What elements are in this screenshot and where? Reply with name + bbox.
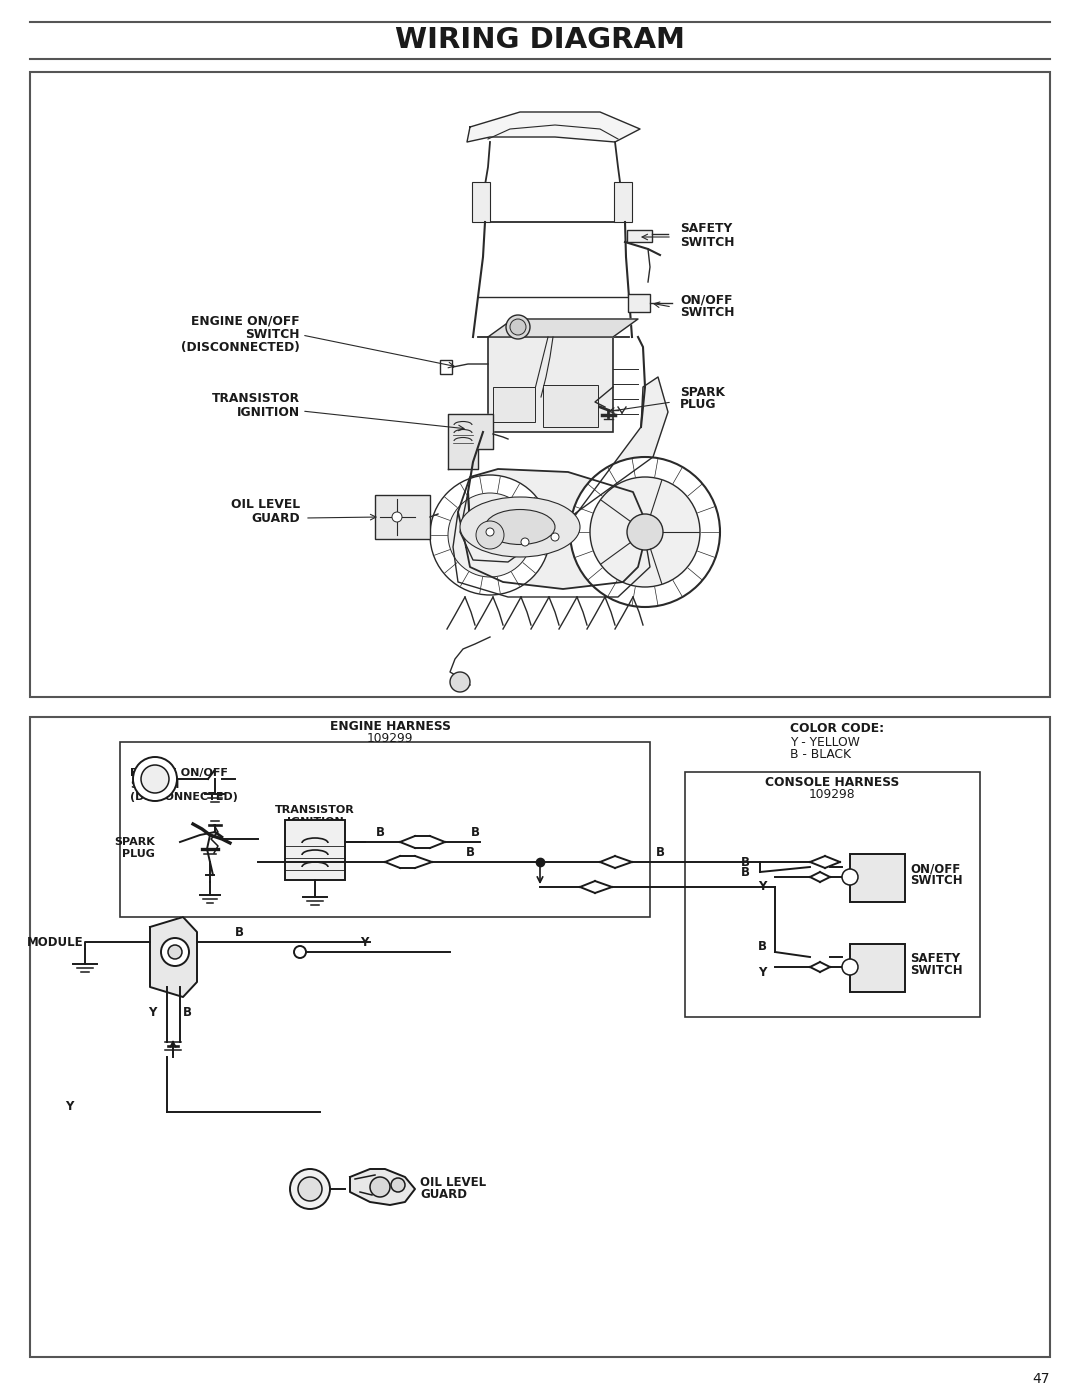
Circle shape (590, 476, 700, 587)
Text: B: B (183, 1006, 192, 1018)
Text: SWITCH: SWITCH (910, 875, 962, 887)
Text: (DISCONNECTED): (DISCONNECTED) (130, 792, 238, 802)
Text: COLOR CODE:: COLOR CODE: (789, 722, 885, 735)
Circle shape (476, 521, 504, 549)
Text: B: B (757, 940, 767, 954)
Circle shape (570, 457, 720, 608)
Circle shape (450, 672, 470, 692)
Polygon shape (350, 1169, 415, 1206)
Text: 109299: 109299 (367, 732, 414, 746)
Bar (685, 773, 980, 1017)
Circle shape (627, 514, 663, 550)
Text: ON/OFF: ON/OFF (680, 293, 732, 306)
Polygon shape (467, 112, 640, 142)
Text: B: B (471, 826, 480, 838)
Bar (285, 820, 345, 880)
Circle shape (430, 475, 550, 595)
Bar (120, 742, 650, 916)
Polygon shape (448, 414, 492, 469)
Circle shape (551, 534, 559, 541)
Circle shape (507, 314, 530, 339)
Circle shape (486, 528, 494, 536)
Text: Y: Y (360, 936, 368, 949)
Text: TRANSISTOR: TRANSISTOR (212, 393, 300, 405)
Circle shape (168, 944, 183, 958)
Bar (30, 73, 1050, 697)
Text: Y: Y (149, 1006, 157, 1018)
Text: Y: Y (65, 1101, 73, 1113)
Bar (543, 386, 598, 427)
Text: B: B (465, 845, 474, 859)
Text: 47: 47 (1032, 1372, 1050, 1386)
Circle shape (291, 1169, 330, 1208)
Circle shape (842, 869, 858, 886)
Text: TRANSISTOR: TRANSISTOR (275, 805, 355, 814)
Bar (440, 360, 453, 374)
Circle shape (370, 1178, 390, 1197)
Text: B - BLACK: B - BLACK (789, 747, 851, 760)
Text: 109298: 109298 (809, 788, 855, 802)
Circle shape (298, 1178, 322, 1201)
Circle shape (133, 757, 177, 800)
Polygon shape (460, 377, 669, 562)
Polygon shape (458, 469, 648, 590)
Text: GUARD: GUARD (252, 511, 300, 524)
Text: B: B (656, 845, 664, 859)
Text: SWITCH: SWITCH (680, 236, 734, 249)
Text: ON/OFF: ON/OFF (910, 862, 960, 876)
Text: OIL LEVEL: OIL LEVEL (231, 499, 300, 511)
Circle shape (521, 538, 529, 546)
Text: SAFETY: SAFETY (910, 953, 960, 965)
Ellipse shape (485, 510, 555, 545)
Text: ENGINE ON/OFF: ENGINE ON/OFF (130, 768, 228, 778)
Ellipse shape (460, 497, 580, 557)
Text: B: B (741, 866, 750, 879)
Text: SWITCH: SWITCH (130, 780, 179, 789)
Bar (615, 182, 632, 222)
Bar (492, 387, 535, 422)
FancyBboxPatch shape (850, 854, 905, 902)
Polygon shape (150, 916, 197, 997)
Text: B: B (235, 925, 244, 939)
Circle shape (141, 766, 168, 793)
Text: B: B (376, 826, 384, 838)
Circle shape (510, 319, 526, 335)
Polygon shape (488, 319, 638, 337)
Text: ENGINE HARNESS: ENGINE HARNESS (329, 721, 450, 733)
Text: SWITCH: SWITCH (245, 327, 300, 341)
Text: OIL LEVEL: OIL LEVEL (420, 1175, 486, 1189)
Text: IGNITION: IGNITION (286, 817, 343, 827)
Text: SWITCH: SWITCH (680, 306, 734, 320)
Bar (30, 717, 1050, 1356)
Bar (472, 182, 490, 222)
Bar (488, 337, 613, 432)
Text: Y: Y (758, 880, 766, 894)
FancyBboxPatch shape (850, 944, 905, 992)
Text: SWITCH: SWITCH (910, 964, 962, 978)
Text: SAFETY: SAFETY (680, 222, 732, 236)
Circle shape (842, 958, 858, 975)
Bar (375, 495, 430, 539)
Text: (DISCONNECTED): (DISCONNECTED) (181, 341, 300, 353)
Text: CONSOLE HARNESS: CONSOLE HARNESS (765, 777, 900, 789)
Text: IGNITION: IGNITION (237, 405, 300, 419)
Circle shape (161, 937, 189, 965)
Text: PLUG: PLUG (680, 398, 716, 412)
Text: PLUG: PLUG (122, 849, 156, 859)
Circle shape (448, 493, 532, 577)
Text: B: B (741, 855, 750, 869)
Text: SPARK: SPARK (680, 386, 725, 398)
Text: MODULE: MODULE (26, 936, 83, 949)
Text: GUARD: GUARD (420, 1187, 467, 1200)
Circle shape (391, 1178, 405, 1192)
Text: SPARK: SPARK (114, 837, 156, 847)
Circle shape (392, 511, 402, 522)
Circle shape (294, 946, 306, 958)
Bar (627, 293, 650, 312)
Text: Y - YELLOW: Y - YELLOW (789, 735, 860, 749)
Text: WIRING DIAGRAM: WIRING DIAGRAM (395, 27, 685, 54)
Bar (627, 231, 652, 242)
Text: ENGINE ON/OFF: ENGINE ON/OFF (191, 314, 300, 327)
Text: Y: Y (758, 965, 766, 978)
